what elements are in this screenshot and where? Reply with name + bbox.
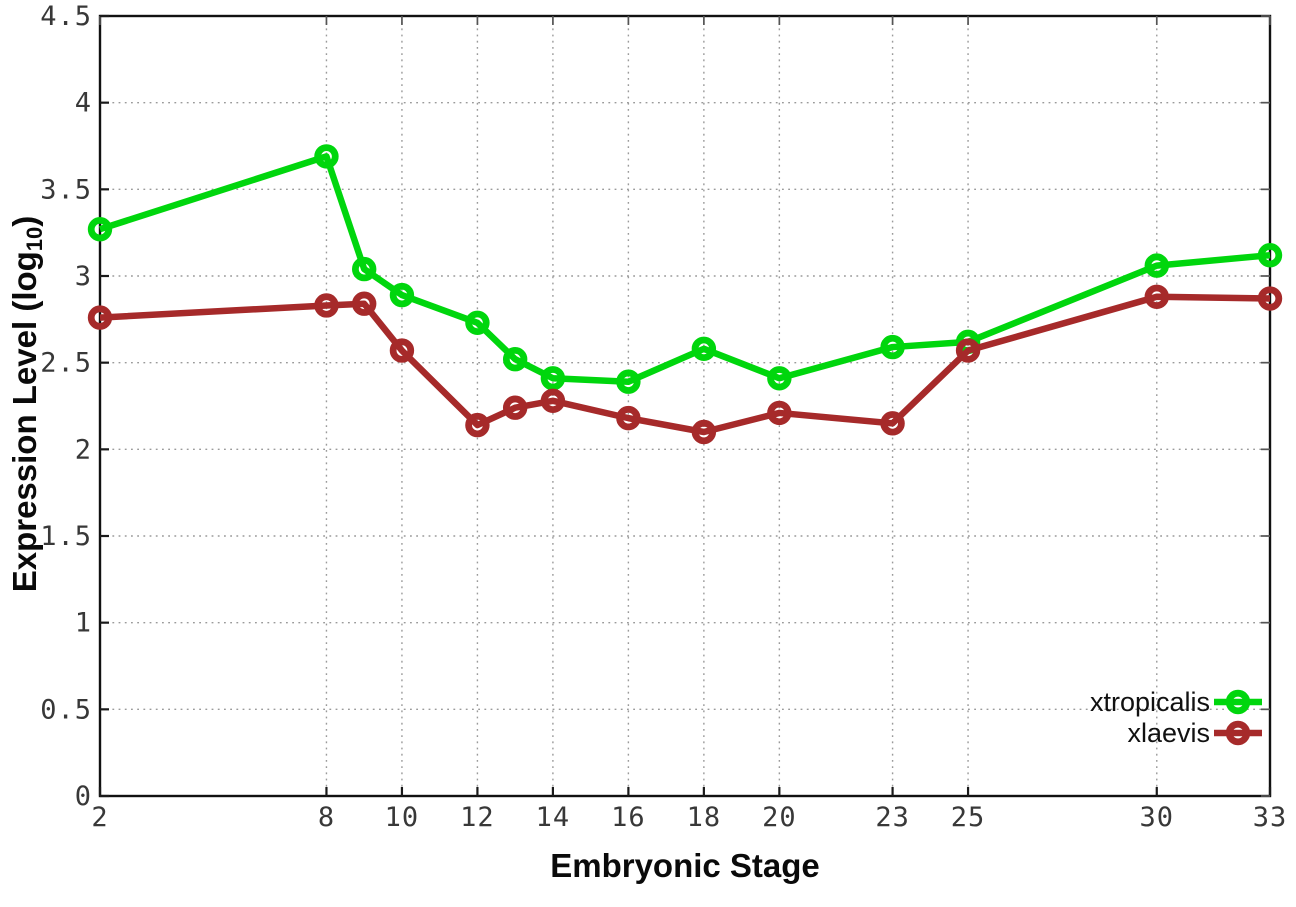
series-line-xlaevis [99, 293, 1271, 436]
marker-xtropicalis-stage-14 [540, 366, 566, 391]
marker-xlaevis-stage-33 [1257, 286, 1283, 311]
marker-xtropicalis-stage-33 [1257, 242, 1283, 268]
y-tick-label: 2.5 [40, 348, 92, 379]
series-xtropicalis [87, 144, 1283, 394]
legend-label-xtropicalis: xtropicalis [1090, 687, 1210, 717]
x-tick-label: 10 [385, 802, 420, 833]
marker-xlaevis-stage-18 [691, 419, 717, 445]
marker-xtropicalis-stage-8 [314, 144, 339, 169]
y-axis-title-suffix: ) [6, 215, 43, 227]
marker-xtropicalis-stage-13 [502, 347, 528, 372]
y-tick-label: 4 [75, 88, 92, 119]
marker-xlaevis-stage-30 [1144, 284, 1169, 310]
x-tick-label: 20 [762, 802, 797, 833]
tick-labels: 2 8 10 12 14 16 18 20 23 25 30 33 0 0.5 1 1.5 2 2.5 3 3.5 4 4… [40, 1, 1288, 833]
grid-lines [99, 15, 1271, 797]
y-tick-label: 3 [75, 261, 92, 292]
x-axis-title-text: Embryonic Stage [550, 847, 820, 884]
x-tick-label: 25 [951, 802, 986, 833]
x-tick-label: 8 [318, 802, 335, 833]
y-tick-label: 4.5 [40, 1, 92, 32]
data-series [87, 144, 1283, 445]
x-tick-label: 30 [1140, 802, 1175, 833]
y-axis-title-prefix: Expression Level (log [6, 251, 43, 593]
y-axis-title-subscript: 10 [22, 226, 47, 252]
legend-sample-marker-xlaevis [1225, 720, 1251, 746]
y-tick-label: 0.5 [40, 694, 92, 725]
marker-xlaevis-stage-16 [616, 405, 641, 431]
marker-xtropicalis-stage-12 [465, 310, 490, 336]
legend: xtropicalis xlaevis [1090, 687, 1262, 748]
marker-xlaevis-stage-20 [767, 400, 792, 426]
y-tick-label: 1.5 [40, 521, 92, 552]
x-axis-title: Embryonic Stage [550, 847, 820, 885]
series-line-xtropicalis [99, 153, 1271, 385]
x-tick-label: 33 [1253, 802, 1288, 833]
legend-sample-marker-xtropicalis [1225, 689, 1251, 715]
marker-xtropicalis-stage-16 [616, 369, 641, 394]
axis-ticks [98, 14, 1272, 798]
y-axis-title: Expression Level (log10) [6, 216, 48, 593]
marker-xtropicalis-stage-23 [880, 334, 905, 360]
marker-xlaevis-stage-14 [540, 388, 566, 414]
marker-xlaevis-stage-9 [351, 291, 377, 316]
x-tick-label: 12 [460, 802, 495, 833]
border-rect [98, 14, 1272, 798]
marker-xtropicalis-stage-2 [87, 216, 113, 242]
y-tick-label: 3.5 [40, 174, 92, 205]
x-tick-label: 23 [875, 802, 910, 833]
y-tick-label: 1 [75, 608, 92, 639]
marker-xlaevis-stage-10 [389, 338, 415, 363]
marker-xlaevis-stage-12 [465, 412, 490, 438]
x-tick-label: 18 [687, 802, 722, 833]
marker-xlaevis-stage-23 [880, 411, 905, 436]
marker-xlaevis-stage-8 [314, 293, 339, 318]
marker-xlaevis-stage-2 [87, 305, 113, 330]
plot-border [98, 14, 1272, 798]
legend-marker-samples [1214, 689, 1262, 746]
legend-label-xlaevis: xlaevis [1127, 718, 1210, 748]
marker-xtropicalis-stage-30 [1144, 253, 1169, 278]
y-tick-label: 2 [75, 434, 92, 465]
x-tick-label: 2 [91, 802, 108, 833]
marker-xtropicalis-stage-18 [691, 336, 717, 362]
series-xlaevis [87, 284, 1283, 445]
marker-xtropicalis-stage-20 [767, 366, 792, 391]
x-tick-label: 14 [536, 802, 571, 833]
marker-xtropicalis-stage-9 [351, 256, 377, 282]
marker-xtropicalis-stage-10 [389, 282, 415, 308]
x-tick-label: 16 [611, 802, 646, 833]
marker-xlaevis-stage-13 [502, 395, 528, 420]
y-tick-label: 0 [75, 781, 92, 812]
marker-xlaevis-stage-25 [955, 338, 981, 363]
